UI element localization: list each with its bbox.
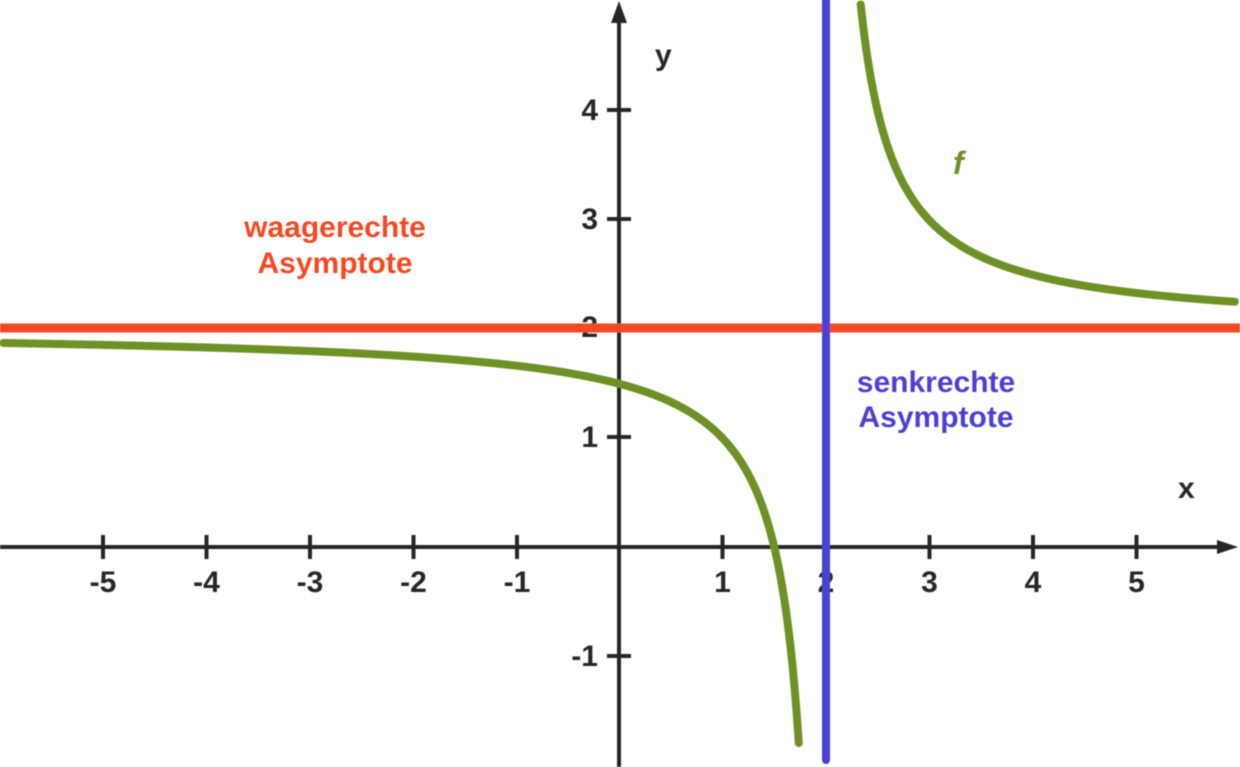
svg-text:x: x bbox=[1178, 472, 1195, 505]
svg-text:-4: -4 bbox=[193, 566, 220, 599]
svg-text:4: 4 bbox=[581, 94, 598, 127]
svg-text:senkrechte: senkrechte bbox=[857, 366, 1015, 399]
svg-text:Asymptote: Asymptote bbox=[858, 401, 1013, 434]
svg-text:-1: -1 bbox=[504, 566, 531, 599]
svg-text:3: 3 bbox=[581, 203, 598, 236]
svg-text:waagerechte: waagerechte bbox=[243, 211, 426, 244]
svg-text:y: y bbox=[655, 39, 672, 72]
svg-text:-3: -3 bbox=[297, 566, 324, 599]
svg-text:1: 1 bbox=[581, 421, 598, 454]
svg-text:-1: -1 bbox=[571, 640, 598, 673]
svg-text:3: 3 bbox=[921, 566, 938, 599]
svg-text:1: 1 bbox=[714, 566, 731, 599]
svg-text:4: 4 bbox=[1025, 566, 1042, 599]
svg-text:-2: -2 bbox=[400, 566, 427, 599]
svg-text:5: 5 bbox=[1128, 566, 1145, 599]
svg-text:-5: -5 bbox=[90, 566, 117, 599]
svg-text:Asymptote: Asymptote bbox=[257, 247, 412, 280]
